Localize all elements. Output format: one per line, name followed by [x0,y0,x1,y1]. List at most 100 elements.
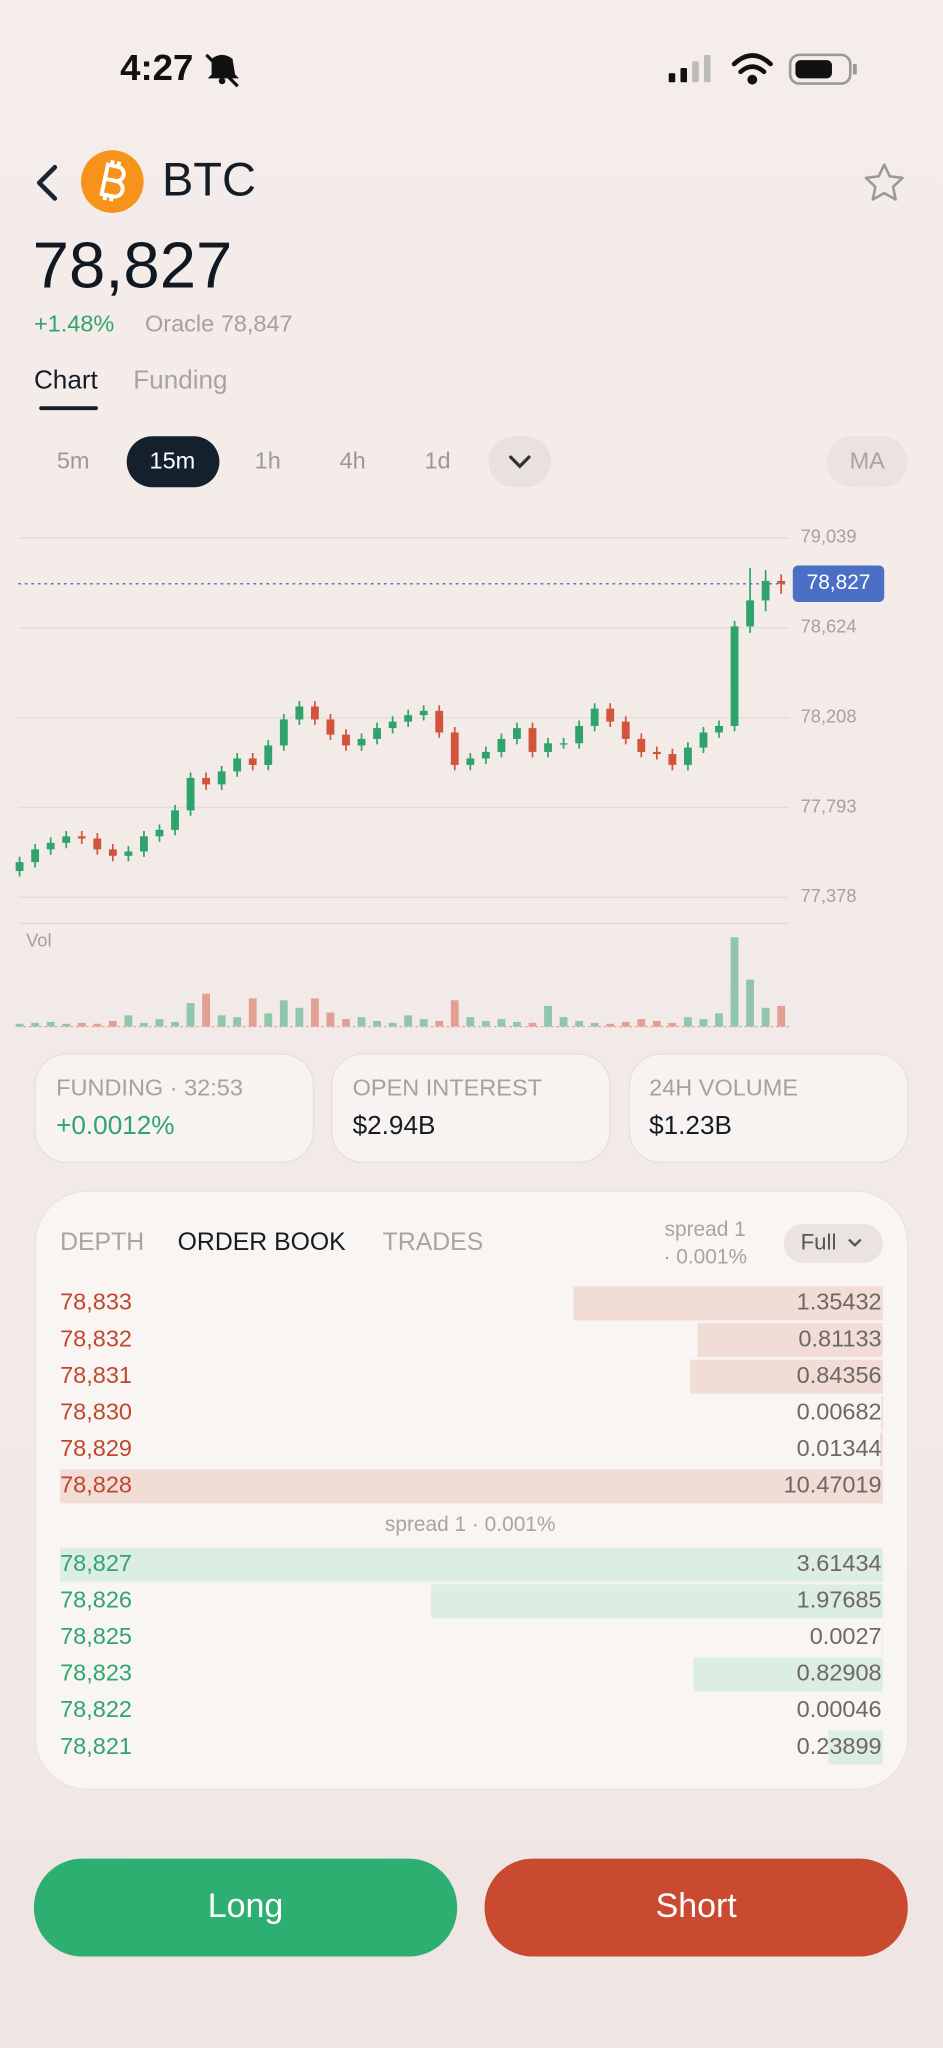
signal-icon [668,54,711,83]
interval-selected[interactable] [126,436,220,488]
volume-bar [606,1023,615,1027]
candle-body [217,771,226,785]
depth-bar [828,1730,883,1765]
tab[interactable]: Funding [133,364,227,394]
order-book-tab[interactable]: DEPTH [60,1229,144,1256]
depth-bar [879,1432,883,1467]
depth-bar [881,1396,883,1431]
symbol: BTC [162,152,256,205]
candle-body [606,708,615,722]
candle-body [248,758,257,765]
interval-button[interactable]: 1d [424,448,450,474]
volume-bar [668,1022,677,1027]
volume-bar [419,1019,428,1027]
candle-body [746,600,755,627]
depth-bar [60,1469,883,1504]
tab-indicator [39,406,98,411]
volume-bar [481,1020,490,1027]
volume-bar [373,1020,381,1027]
y-tick-label: 77,378 [801,885,857,906]
depth-bar [60,1547,883,1582]
y-tick-label: 79,039 [801,526,857,547]
depth-bar [431,1584,883,1619]
volume-bar [46,1021,55,1027]
volume-bar [575,1020,584,1027]
candle-body [140,836,148,852]
volume-bar [202,993,211,1027]
order-size: 0.23899 [797,1733,882,1759]
order-size: 0.00682 [797,1398,882,1424]
volume-bar [77,1022,86,1027]
candle-body [310,706,319,720]
volume-bar [513,1021,521,1027]
interval-button[interactable]: 15m [150,448,196,474]
short-button[interactable] [484,1858,908,1957]
candle-body [559,743,568,745]
order-size: 1.35432 [797,1289,882,1315]
order-size: 0.84356 [797,1362,882,1388]
order-price: 78,821 [60,1733,132,1759]
indicator-button[interactable]: MA [850,448,886,474]
volume-bar [155,1019,164,1027]
volume-bar [217,1015,226,1027]
candle-body [497,738,506,752]
volume-bar [279,1000,288,1027]
volume-bar [450,1000,459,1027]
candle-body [435,710,444,733]
short-label[interactable]: Short [656,1887,738,1925]
interval-button[interactable]: 1h [255,448,281,474]
volume-bar [93,1023,102,1027]
stat-card [331,1053,611,1164]
candle-body [15,862,24,871]
candle-body [730,626,739,726]
candle-body [637,738,646,752]
long-button[interactable] [33,1858,458,1957]
indicator-pill[interactable] [826,436,908,488]
order-book-tab[interactable]: ORDER BOOK [178,1229,347,1256]
order-size: 3.61434 [797,1550,882,1576]
interval-button[interactable]: 4h [340,448,366,474]
candle-body [171,810,179,830]
volume-bar [497,1019,506,1027]
candle-body [326,719,335,735]
candle-body [513,728,521,739]
volume-bar [435,1020,444,1027]
mode-pill[interactable] [783,1223,883,1264]
volume-label: Vol [26,930,51,951]
chevron-icon [509,455,531,469]
candle-body [342,734,350,746]
order-book: 78,833 1.35432 78,832 0.81133 78,831 0.84356 7… [60,1286,883,1765]
depth-bar [697,1323,883,1358]
candle-body [264,745,273,765]
volume-bar [233,1017,242,1027]
bitcoin-logo [80,150,144,213]
price: 78,827 [33,229,233,302]
tab[interactable]: Chart [34,364,99,394]
y-tick-label: 78,624 [801,615,857,636]
volume-bar [264,1013,273,1027]
long-label[interactable]: Long [208,1887,284,1925]
candle-body [621,721,630,739]
favorite-button[interactable] [864,163,904,201]
volume-bar [108,1020,117,1027]
order-price: 78,831 [60,1362,132,1388]
depth-bar [573,1286,883,1321]
back-button[interactable] [36,164,58,201]
volume-bar [746,979,755,1027]
candle-body [295,706,304,720]
order-book-tab[interactable]: TRADES [383,1229,484,1256]
mode-button[interactable]: Full [801,1229,837,1254]
candle-body [652,751,661,755]
volume-bar [761,1007,770,1027]
volume-bar [730,937,739,1027]
candle-body [388,721,397,729]
depth-bar [882,1620,883,1655]
interval-more[interactable] [488,436,552,488]
volume-bar [466,1017,475,1027]
stat-label: 24H VOLUME [649,1075,798,1101]
interval-button[interactable]: 5m [57,448,90,474]
candle-body [62,836,71,843]
order-price: 78,827 [60,1550,132,1576]
y-tick-label: 78,208 [801,706,857,727]
